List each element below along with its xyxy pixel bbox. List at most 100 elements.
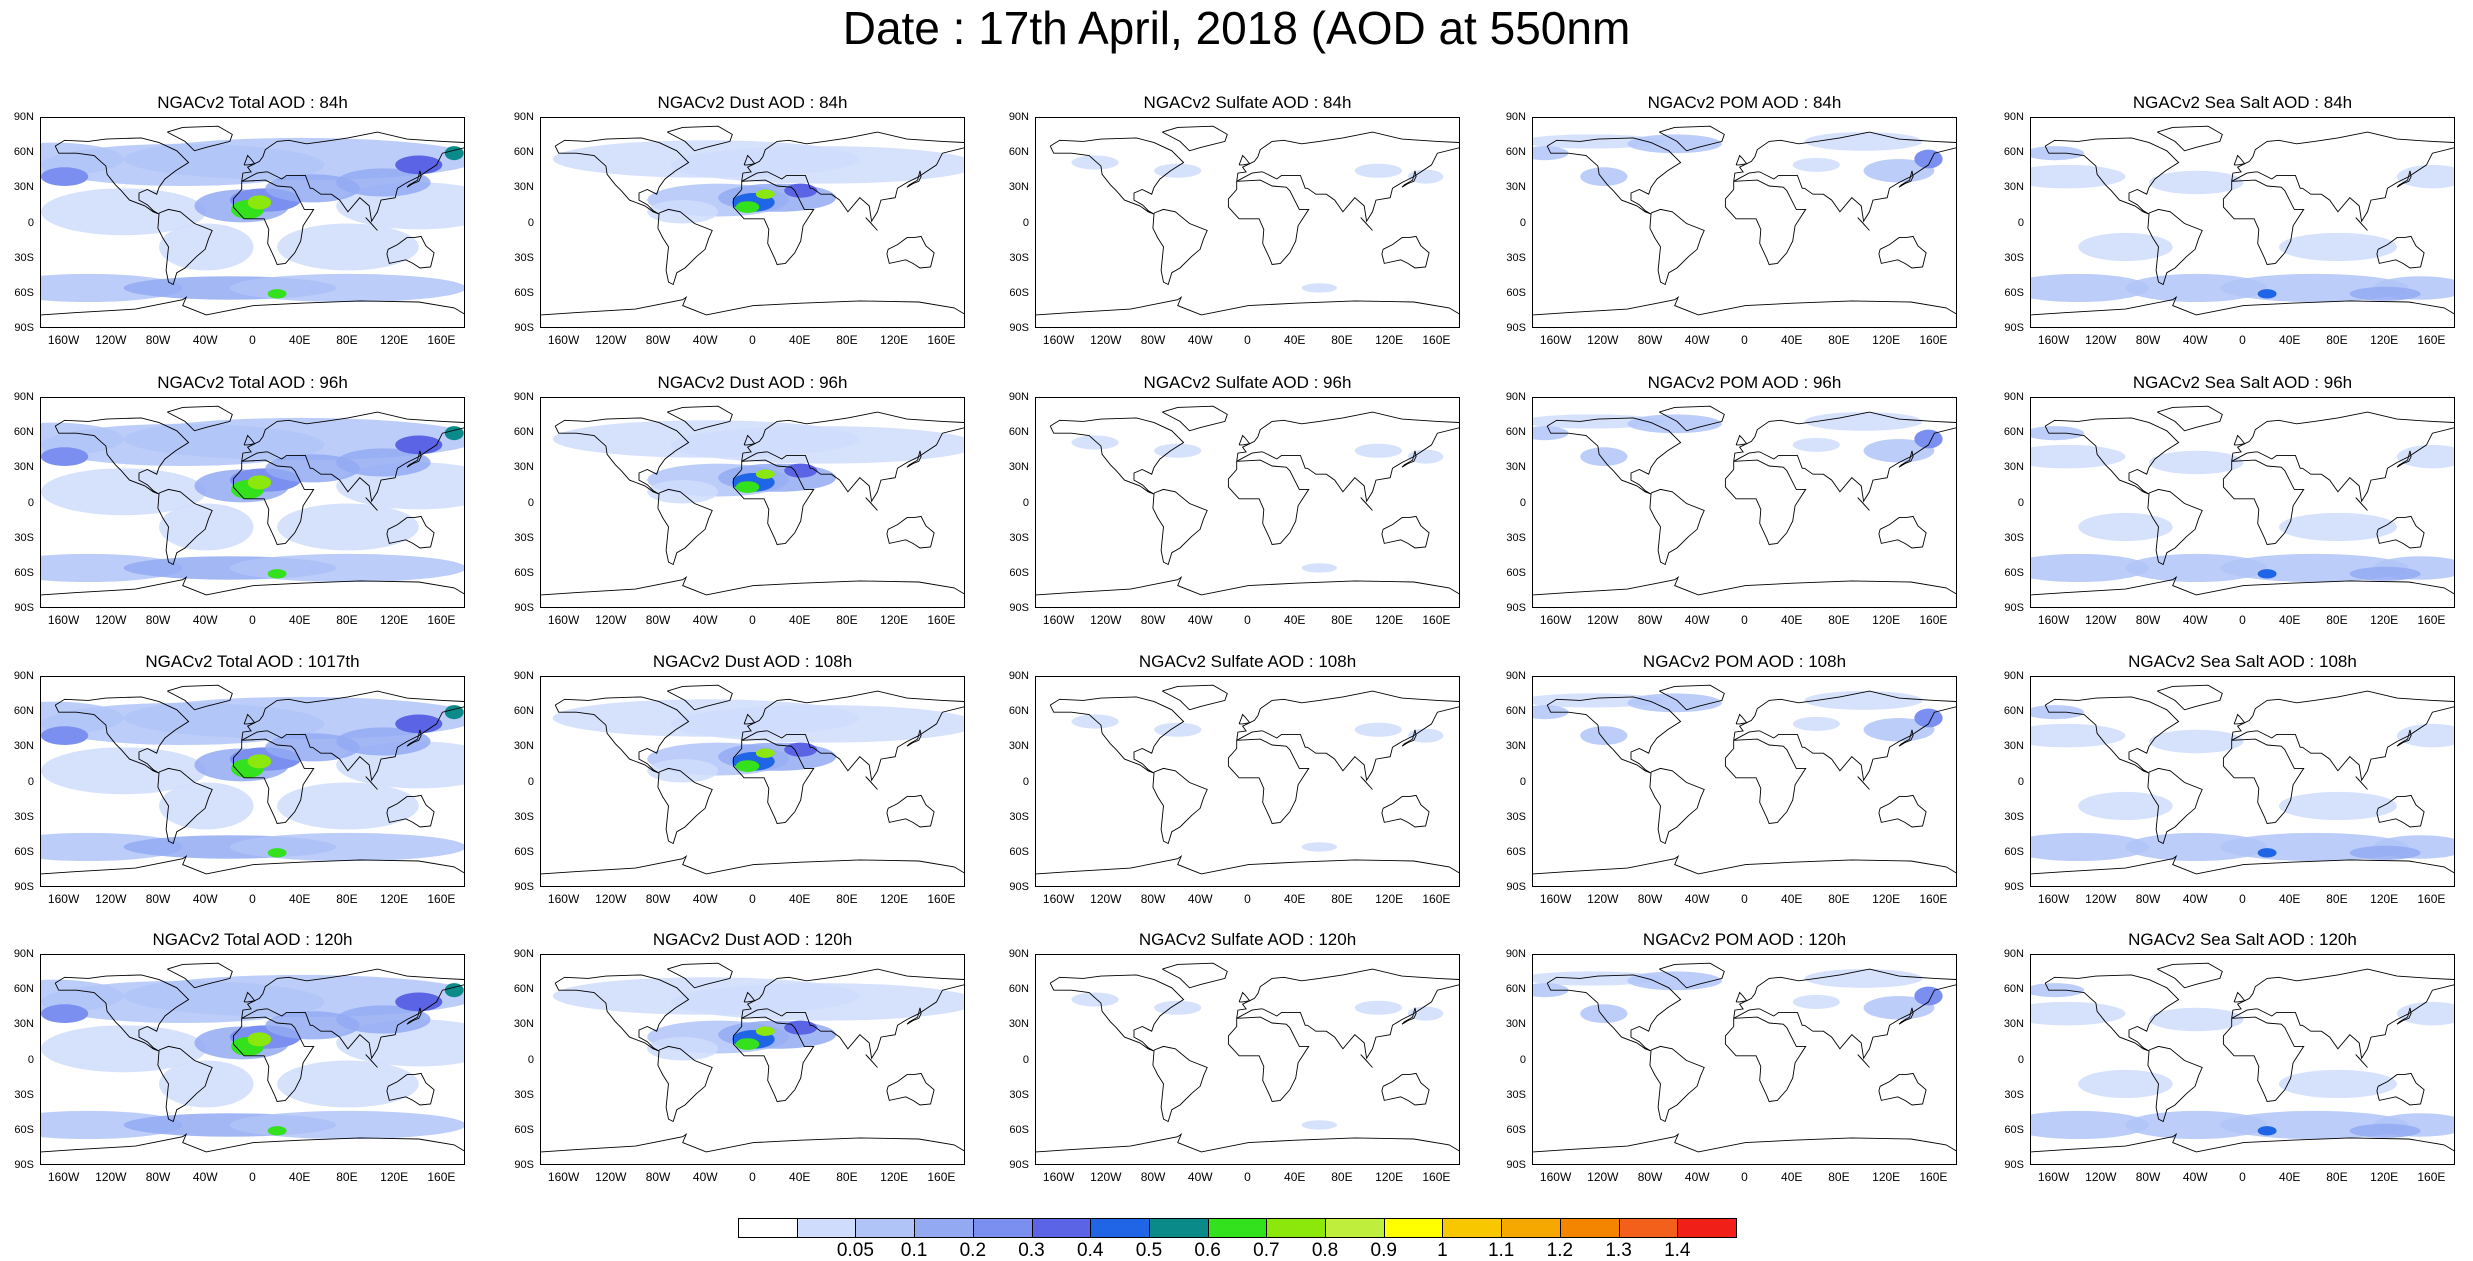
aerosol-patch <box>1354 722 1402 737</box>
lat-tick-label: 90N <box>2003 391 2024 403</box>
aerosol-patch <box>2031 1110 2150 1140</box>
aod-field <box>1036 684 1459 875</box>
lon-tick-label: 160W <box>47 1170 80 1184</box>
lon-tick-label: 0 <box>749 892 756 906</box>
coastline <box>365 776 378 790</box>
lon-tick-label: 160E <box>1422 1170 1451 1184</box>
aerosol-patch <box>1354 163 1402 178</box>
coastline <box>1381 794 1430 828</box>
lon-tick-label: 160W <box>547 613 580 627</box>
coastline <box>167 684 233 711</box>
coastline <box>1659 684 1725 711</box>
coastline <box>1227 738 1310 824</box>
aerosol-patch <box>41 747 207 795</box>
coastline <box>667 125 733 152</box>
colorbar-label: 1.1 <box>1487 1240 1515 1261</box>
lat-tick-label: 30N <box>1505 740 1526 753</box>
lat-tick-label: 60N <box>1505 146 1526 159</box>
lon-tick-label: 120E <box>380 333 409 347</box>
coastline <box>554 417 690 495</box>
coastline <box>743 154 756 166</box>
aerosol-patch <box>444 146 464 161</box>
aerosol-patch <box>41 188 207 236</box>
aerosol-patch <box>336 1005 431 1034</box>
lon-tick-label: 80E <box>1331 613 1353 627</box>
coastline <box>1735 154 1748 166</box>
lon-tick-label: 120E <box>880 333 909 347</box>
aerosol-patch <box>1792 994 1840 1009</box>
lon-tick-label: 0 <box>1741 333 1748 347</box>
aod-field <box>1533 962 1956 1153</box>
lon-tick-label: 40E <box>2279 892 2301 906</box>
lat-tick-label: 30S <box>2004 251 2024 264</box>
map-panel: NGACv2 Dust AOD : 96h 90N 60N 30N 0 30S 60S 90S… <box>500 373 995 643</box>
lat-tick-label: 0 <box>1519 216 1526 229</box>
aerosol-patch <box>267 1126 287 1136</box>
lat-tick-label: 0 <box>1022 775 1029 788</box>
aerosol-patch <box>2078 791 2173 821</box>
lat-tick-label: 90N <box>513 391 534 403</box>
lon-tick-label: 40W <box>2182 1170 2208 1184</box>
lat-tick-label: 60S <box>14 845 34 858</box>
aod-field <box>41 405 464 596</box>
coastline <box>167 962 233 989</box>
coastline <box>657 767 713 845</box>
lon-tick-label: 160E <box>1919 1170 1948 1184</box>
aerosol-patch <box>2031 723 2126 748</box>
coastline <box>1878 235 1927 269</box>
lon-tick-label: 160W <box>2037 333 2070 347</box>
coastline <box>1162 684 1228 711</box>
coastline <box>386 235 435 269</box>
coastline <box>667 962 733 989</box>
aerosol-patch <box>2078 232 2173 262</box>
panel-title: NGACv2 Dust AOD : 120h <box>652 930 853 949</box>
coastline <box>1659 962 1725 989</box>
coastline <box>1735 991 1748 1003</box>
lon-tick-label: 160W <box>1539 613 1572 627</box>
lat-tick-label: 30N <box>13 181 34 194</box>
colorbar-label: 1.3 <box>1605 1240 1632 1261</box>
lon-tick-label: 120W <box>1090 1170 1122 1184</box>
aerosol-patch <box>2257 569 2277 579</box>
colorbar-swatch <box>1677 1218 1737 1238</box>
aerosol-patch <box>1071 992 1119 1007</box>
aerosol-patch <box>784 742 818 757</box>
coastline <box>2147 767 2203 845</box>
coastline <box>2231 968 2454 1060</box>
aerosol-patch <box>755 469 775 479</box>
aerosol-patch <box>647 200 719 224</box>
lon-tick-label: 160W <box>2037 1170 2070 1184</box>
lon-tick-label: 160E <box>2417 1170 2446 1184</box>
aerosol-patch <box>444 426 464 441</box>
lon-tick-label: 40E <box>1284 892 1306 906</box>
colorbar-label: 0.4 <box>1077 1240 1104 1261</box>
lon-tick-label: 40E <box>1781 892 1803 906</box>
lon-tick-label: 40E <box>789 333 811 347</box>
lat-tick-label: 0 <box>1022 1053 1029 1066</box>
coastline <box>1546 137 1682 215</box>
coastline <box>1227 1016 1310 1102</box>
lat-tick-label: 60S <box>1009 1123 1029 1136</box>
aerosol-patch <box>336 448 431 477</box>
coastline <box>1236 131 1459 223</box>
aerosol-patch <box>247 754 272 769</box>
coastline <box>1649 1045 1705 1123</box>
lon-tick-label: 80W <box>145 613 171 627</box>
coastline <box>41 576 464 596</box>
colorbar-swatch <box>1442 1218 1503 1238</box>
coastline <box>2396 729 2412 747</box>
aod-field <box>2031 125 2454 316</box>
panel-title: NGACv2 POM AOD : 120h <box>1642 930 1847 949</box>
coastline <box>732 738 815 824</box>
coastline <box>2233 154 2246 166</box>
lon-tick-label: 120E <box>1872 333 1901 347</box>
aerosol-patch <box>1627 693 1722 713</box>
lat-tick-label: 0 <box>527 216 534 229</box>
lon-tick-label: 0 <box>249 1170 256 1184</box>
lon-tick-label: 120W <box>95 613 127 627</box>
lon-tick-label: 40W <box>192 613 218 627</box>
coastline <box>1152 767 1208 845</box>
lon-tick-label: 160E <box>1919 892 1948 906</box>
lon-tick-label: 80W <box>1140 333 1166 347</box>
coastline <box>906 450 922 468</box>
